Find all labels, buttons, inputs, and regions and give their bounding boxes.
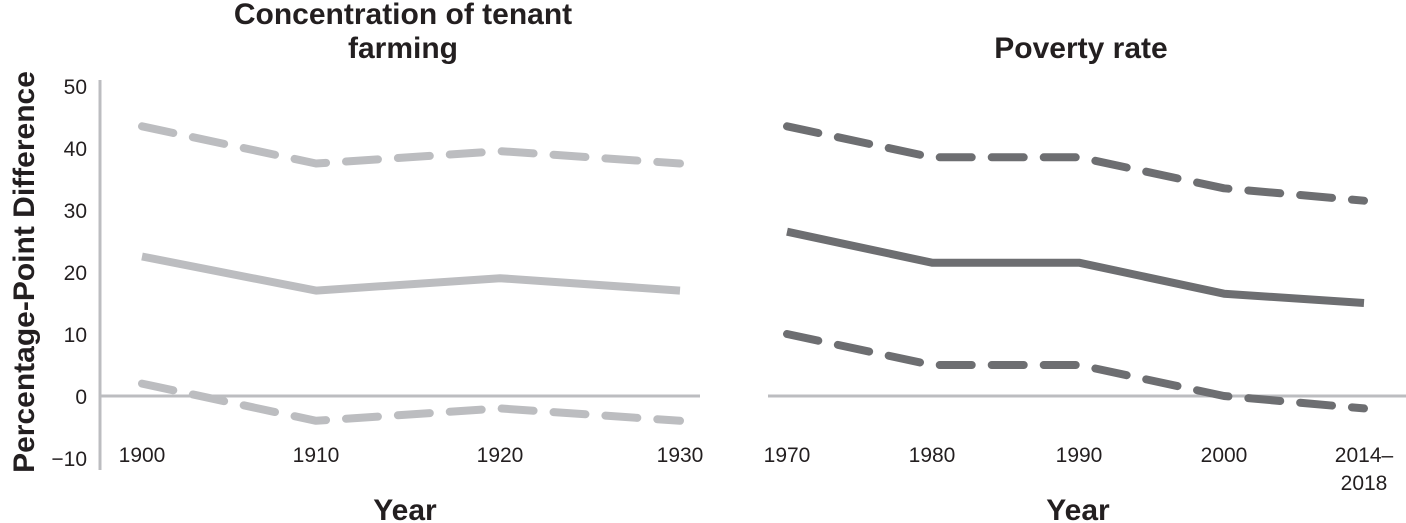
x-tick-label: 1930 [657, 444, 704, 467]
y-tick-label: 30 [64, 200, 87, 223]
y-tick-label: 20 [64, 262, 87, 285]
series-line-upper [138, 122, 684, 168]
x-tick-label: 1910 [293, 444, 340, 467]
chart-title-line-1: Concentration of tenant [234, 0, 572, 31]
x-tick-labels-poverty-rate: 1970 1980 1990 2000 2014– 2018 [764, 444, 1394, 495]
chart-title-line-2: farming [348, 32, 458, 65]
series-group-tenant-farming [138, 122, 684, 425]
series-line-lower [783, 330, 1368, 413]
chart-title: Poverty rate [994, 32, 1167, 65]
y-tick-label: −10 [51, 448, 87, 471]
x-axis-title: Year [1046, 494, 1110, 523]
x-tick-label: 1920 [477, 444, 524, 467]
series-group-poverty-rate [783, 122, 1368, 413]
y-tick-labels: 50 40 30 20 10 0 −10 [51, 76, 87, 471]
y-tick-label: 40 [64, 138, 87, 161]
series-line-lower [138, 379, 684, 425]
x-axis-title: Year [373, 494, 437, 523]
series-line-estimate [786, 227, 1365, 307]
y-tick-label: 50 [64, 76, 87, 99]
panel-poverty-rate: Poverty rate 1970 1980 1990 2000 2014– 2018 Y… [764, 32, 1406, 523]
x-tick-label: 1990 [1056, 444, 1103, 467]
x-tick-label: 2014– 2018 [1335, 444, 1394, 495]
series-line-upper [783, 122, 1368, 205]
x-tick-label: 1970 [764, 444, 811, 467]
x-tick-labels-tenant-farming: 1900 1910 1920 1930 [119, 444, 704, 467]
x-tick-label: 2000 [1201, 444, 1248, 467]
x-tick-label: 1900 [119, 444, 166, 467]
y-tick-label: 10 [64, 324, 87, 347]
panel-tenant-farming: Concentration of tenant farming 50 40 30 20… [51, 0, 703, 523]
series-line-estimate [141, 252, 681, 295]
y-axis-title: Percentage-Point Difference [8, 71, 41, 473]
y-tick-label: 0 [75, 386, 87, 409]
x-tick-label: 1980 [909, 444, 956, 467]
